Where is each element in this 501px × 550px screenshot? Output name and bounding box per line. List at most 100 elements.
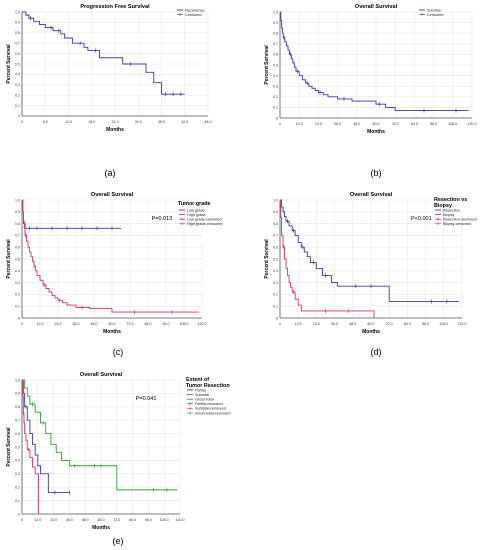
- y-tick-label: 0.2: [15, 486, 20, 490]
- x-tick-label: 96.0: [422, 322, 429, 326]
- x-tick-label: 36.0: [66, 518, 73, 522]
- chart-panel-c: 0 12.0 24.0 36.0 48.0 60.0 72.0 84.0 96.0 108.0 12…: [6, 192, 222, 357]
- panel-caption: (e): [113, 536, 124, 546]
- p-value-annotation: P<0.001: [411, 216, 432, 222]
- legend: Resection vs BiopsyResectionBiopsyResecti…: [434, 197, 477, 226]
- chart-panel-b: 0 12.0 24.0 36.0 48.0 60.0 72.0 84.0 96.0 108.0 12…: [264, 4, 477, 178]
- x-tick-label: 48.0: [353, 122, 360, 126]
- legend-label: Biopsy-censored: [443, 222, 471, 226]
- y-tick-label: 1.0: [273, 10, 278, 14]
- series-line-2: [22, 379, 178, 491]
- x-axis-label: Months: [103, 329, 121, 335]
- x-tick-label: 18.0: [88, 120, 95, 124]
- y-tick-label: 0.6: [273, 246, 278, 250]
- y-tick-label: 0.8: [15, 31, 20, 35]
- x-tick-label: 48.0: [91, 322, 98, 326]
- y-tick-label: 0.1: [273, 305, 278, 309]
- x-tick-label: 42.0: [181, 120, 188, 124]
- x-tick-label: 24.0: [55, 322, 62, 326]
- legend-label: Resection: [443, 208, 460, 212]
- x-tick-label: 12.0: [295, 322, 302, 326]
- chart-title: Overall Survival: [80, 372, 123, 378]
- series-line-1: [22, 379, 39, 514]
- chart-title: Overall Survival: [355, 4, 398, 10]
- legend-label: Partial-censored: [195, 402, 223, 406]
- y-tick-label: 0.5: [273, 257, 278, 261]
- legend-label: Low grade-censored: [187, 218, 222, 222]
- y-axis-label: Percent Survival: [264, 239, 270, 279]
- legend-label: Censored: [185, 13, 201, 17]
- series-line-0: [22, 379, 70, 494]
- y-tick-label: 0.9: [273, 21, 278, 25]
- x-tick-label: 108.0: [160, 518, 169, 522]
- x-tick-label: 120.0: [198, 322, 207, 326]
- y-tick-label: 0: [18, 316, 20, 320]
- x-tick-label: 84.0: [145, 322, 152, 326]
- x-tick-label: 96.0: [145, 518, 152, 522]
- y-tick-label: 0.3: [15, 472, 20, 476]
- y-tick-label: 0: [18, 114, 20, 118]
- x-tick-label: 72.0: [127, 322, 134, 326]
- series-line-1: [280, 199, 375, 318]
- y-axis-label: Percent Survival: [6, 239, 12, 279]
- y-tick-label: 0.7: [273, 234, 278, 238]
- chart-panel-d: 0 12.0 24.0 36.0 48.0 60.0 72.0 84.0 96.0 108.0 12…: [264, 192, 477, 357]
- x-tick-label: 96.0: [430, 122, 437, 126]
- x-tick-label: 0: [21, 322, 23, 326]
- x-axis-label: Months: [362, 329, 380, 335]
- legend-label: Subtotal-censored: [195, 407, 226, 411]
- x-tick-label: 108.0: [448, 122, 457, 126]
- y-tick-label: 0.4: [15, 269, 20, 273]
- x-tick-label: 84.0: [404, 322, 411, 326]
- y-tick-label: 0.1: [15, 499, 20, 503]
- y-tick-label: 0.7: [15, 419, 20, 423]
- x-tick-label: 72.0: [113, 518, 120, 522]
- y-tick-label: 0.8: [15, 405, 20, 409]
- chart-panel-a: 0 6.0 12.0 18.0 24.0 30.0 36.0 42.0 48.0 0 0.1 0.2 0…: [6, 4, 212, 178]
- legend-label: Recurrence: [185, 8, 205, 12]
- x-tick-label: 108.0: [439, 322, 448, 326]
- x-tick-label: 12.0: [65, 120, 72, 124]
- x-tick-label: 84.0: [129, 518, 136, 522]
- y-tick-label: 0.7: [15, 234, 20, 238]
- x-tick-label: 48.0: [82, 518, 89, 522]
- y-tick-label: 0.4: [273, 269, 278, 273]
- x-tick-label: 72.0: [386, 322, 393, 326]
- x-tick-label: 24.0: [315, 122, 322, 126]
- x-tick-label: 30.0: [135, 120, 142, 124]
- y-axis-label: Percent Survival: [6, 427, 12, 467]
- legend-label: Resection-censored: [443, 218, 477, 222]
- x-tick-label: 120.0: [176, 518, 185, 522]
- y-tick-label: 0.1: [273, 106, 278, 110]
- y-tick-label: 0.5: [15, 257, 20, 261]
- x-tick-label: 84.0: [411, 122, 418, 126]
- y-tick-label: 0.1: [15, 305, 20, 309]
- chart-title: Overall Survival: [350, 192, 393, 198]
- y-tick-label: 0.5: [15, 62, 20, 66]
- x-tick-label: 60.0: [368, 322, 375, 326]
- legend: Extent of Tumor ResectionPartialSubtotalG…: [186, 377, 230, 415]
- x-tick-label: 12.0: [296, 122, 303, 126]
- x-tick-label: 6.0: [43, 120, 48, 124]
- y-tick-label: 0.2: [273, 293, 278, 297]
- p-value-annotation: P=0.041: [136, 396, 157, 402]
- x-tick-label: 24.0: [313, 322, 320, 326]
- y-tick-label: 0.3: [273, 85, 278, 89]
- y-tick-label: 0.2: [273, 95, 278, 99]
- y-tick-label: 0: [276, 316, 278, 320]
- x-tick-label: 0: [21, 120, 23, 124]
- y-tick-label: 0.7: [15, 42, 20, 46]
- y-tick-label: 0.4: [15, 73, 20, 77]
- chart-title: Overall Survival: [91, 192, 134, 198]
- legend-label: Censored: [427, 13, 443, 17]
- x-tick-label: 48.0: [205, 120, 212, 124]
- series-line-0: [280, 11, 469, 112]
- x-axis-label: Months: [367, 129, 385, 135]
- legend-label: Subtotal: [195, 393, 209, 397]
- y-tick-label: 0.8: [15, 222, 20, 226]
- legend-label: Partial: [195, 388, 206, 392]
- series-line-0: [22, 11, 185, 95]
